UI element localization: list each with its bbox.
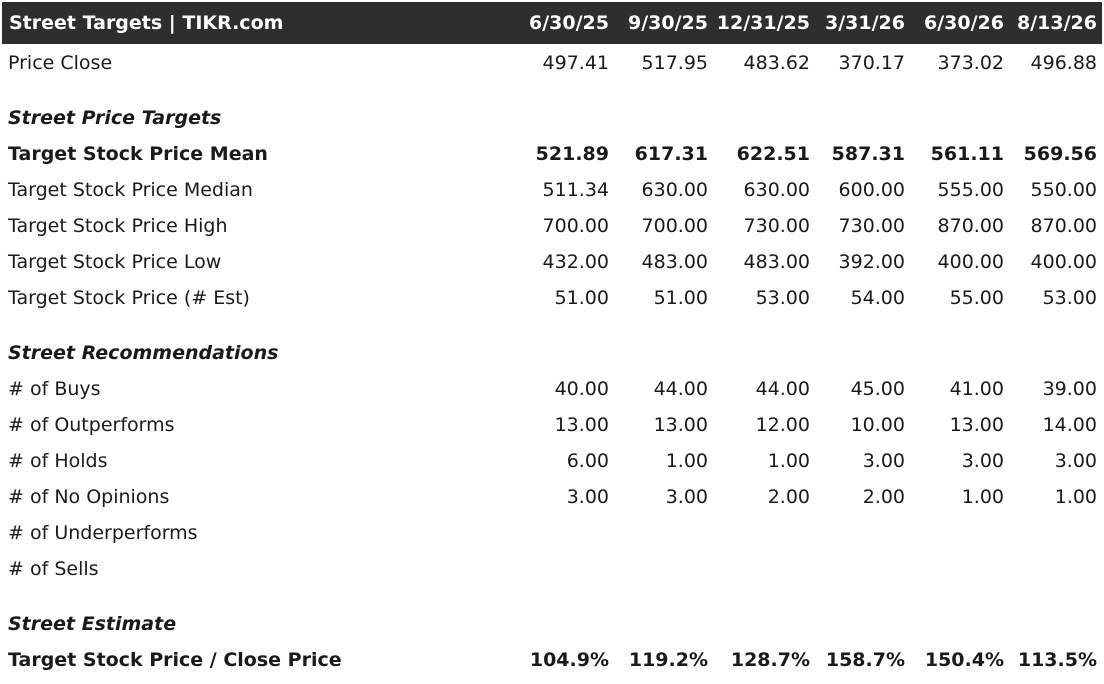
cell-value: 587.31 xyxy=(831,143,905,165)
cell-value: 432.00 xyxy=(542,251,609,273)
cell-value: 1.00 xyxy=(961,486,1004,508)
cell-value: 2.00 xyxy=(767,486,810,508)
cell-value: 555.00 xyxy=(937,179,1004,201)
cell-value: 113.5% xyxy=(1017,649,1097,671)
cell-value: 730.00 xyxy=(743,215,810,237)
cell-value: 870.00 xyxy=(1030,215,1097,237)
cell-value: 870.00 xyxy=(937,215,1004,237)
cell-value: 497.41 xyxy=(542,52,609,74)
cell-value: 700.00 xyxy=(542,215,609,237)
cell-value: 104.9% xyxy=(529,649,609,671)
column-header: 6/30/26 xyxy=(924,12,1004,34)
cell-value: 600.00 xyxy=(838,179,905,201)
header-bar xyxy=(2,2,1102,44)
cell-value: 569.56 xyxy=(1023,143,1097,165)
row-label: Target Stock Price (# Est) xyxy=(8,287,250,309)
cell-value: 53.00 xyxy=(755,287,810,309)
cell-value: 45.00 xyxy=(850,378,905,400)
cell-value: 3.00 xyxy=(1054,450,1097,472)
cell-value: 54.00 xyxy=(850,287,905,309)
cell-value: 483.62 xyxy=(743,52,810,74)
row-label: # of Outperforms xyxy=(8,414,175,436)
cell-value: 6.00 xyxy=(566,450,609,472)
cell-value: 400.00 xyxy=(937,251,1004,273)
cell-value: 3.00 xyxy=(862,450,905,472)
cell-value: 617.31 xyxy=(634,143,708,165)
row-label: # of Sells xyxy=(8,558,99,580)
column-header: 8/13/26 xyxy=(1017,12,1097,34)
cell-value: 44.00 xyxy=(755,378,810,400)
cell-value: 483.00 xyxy=(743,251,810,273)
section-title: Street Price Targets xyxy=(8,107,222,129)
cell-value: 1.00 xyxy=(767,450,810,472)
cell-value: 3.00 xyxy=(665,486,708,508)
section-title: Street Estimate xyxy=(8,613,177,635)
cell-value: 2.00 xyxy=(862,486,905,508)
cell-value: 521.89 xyxy=(535,143,609,165)
column-header: 12/31/25 xyxy=(716,12,810,34)
cell-value: 1.00 xyxy=(665,450,708,472)
row-label: # of Underperforms xyxy=(8,522,198,544)
cell-value: 630.00 xyxy=(641,179,708,201)
cell-value: 400.00 xyxy=(1030,251,1097,273)
cell-value: 128.7% xyxy=(730,649,810,671)
cell-value: 3.00 xyxy=(566,486,609,508)
cell-value: 561.11 xyxy=(930,143,1004,165)
cell-value: 13.00 xyxy=(554,414,609,436)
cell-value: 12.00 xyxy=(755,414,810,436)
cell-value: 51.00 xyxy=(554,287,609,309)
cell-value: 41.00 xyxy=(949,378,1004,400)
column-header: 3/31/26 xyxy=(825,12,905,34)
row-label: # of Buys xyxy=(8,378,101,400)
cell-value: 622.51 xyxy=(736,143,810,165)
row-label: # of No Opinions xyxy=(8,486,170,508)
cell-value: 14.00 xyxy=(1042,414,1097,436)
cell-value: 40.00 xyxy=(554,378,609,400)
cell-value: 158.7% xyxy=(825,649,905,671)
cell-value: 119.2% xyxy=(628,649,708,671)
section-title: Street Recommendations xyxy=(8,342,279,364)
column-header: 9/30/25 xyxy=(628,12,708,34)
row-label: Price Close xyxy=(8,52,113,74)
column-header: 6/30/25 xyxy=(529,12,609,34)
cell-value: 370.17 xyxy=(838,52,905,74)
cell-value: 10.00 xyxy=(850,414,905,436)
cell-value: 373.02 xyxy=(937,52,1004,74)
row-label: Target Stock Price Mean xyxy=(8,143,268,165)
cell-value: 150.4% xyxy=(924,649,1004,671)
row-label: Target Stock Price High xyxy=(8,215,228,237)
cell-value: 53.00 xyxy=(1042,287,1097,309)
row-label: Target Stock Price / Close Price xyxy=(8,649,342,671)
cell-value: 496.88 xyxy=(1030,52,1097,74)
cell-value: 511.34 xyxy=(542,179,609,201)
cell-value: 3.00 xyxy=(961,450,1004,472)
row-label: # of Holds xyxy=(8,450,108,472)
cell-value: 630.00 xyxy=(743,179,810,201)
cell-value: 700.00 xyxy=(641,215,708,237)
row-label: Target Stock Price Low xyxy=(8,251,222,273)
cell-value: 483.00 xyxy=(641,251,708,273)
cell-value: 13.00 xyxy=(653,414,708,436)
cell-value: 517.95 xyxy=(641,52,708,74)
cell-value: 44.00 xyxy=(653,378,708,400)
cell-value: 55.00 xyxy=(949,287,1004,309)
row-label: Target Stock Price Median xyxy=(8,179,253,201)
cell-value: 730.00 xyxy=(838,215,905,237)
cell-value: 392.00 xyxy=(838,251,905,273)
cell-value: 13.00 xyxy=(949,414,1004,436)
header-title: Street Targets | TIKR.com xyxy=(9,12,284,34)
cell-value: 1.00 xyxy=(1054,486,1097,508)
cell-value: 39.00 xyxy=(1042,378,1097,400)
cell-value: 550.00 xyxy=(1030,179,1097,201)
cell-value: 51.00 xyxy=(653,287,708,309)
